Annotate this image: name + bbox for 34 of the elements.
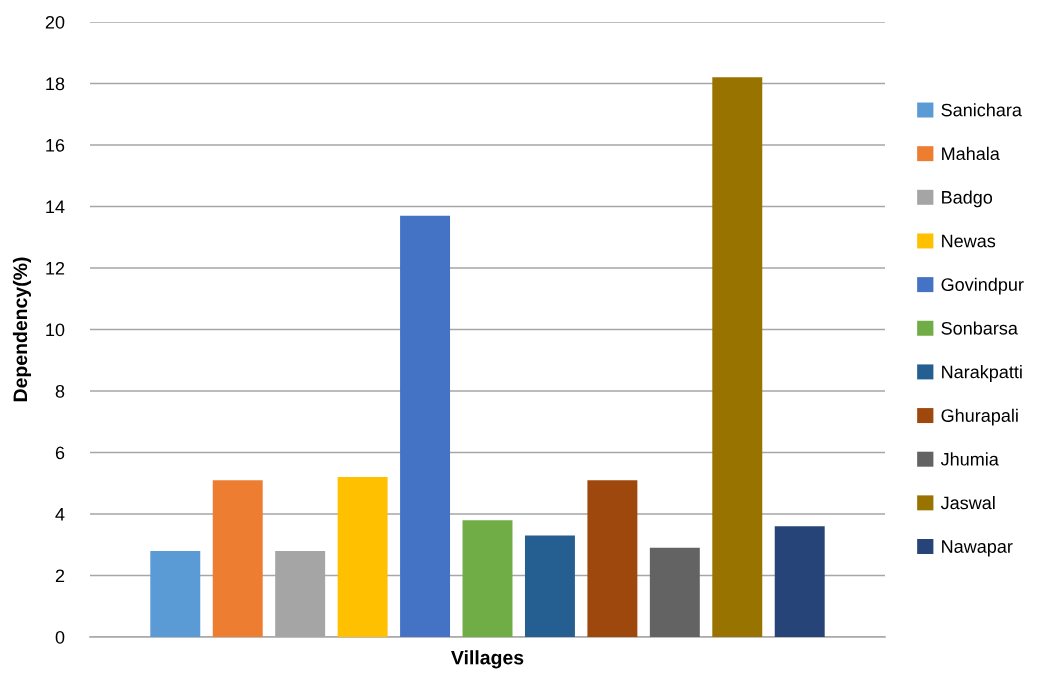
y-tick-label: 18	[46, 77, 65, 91]
legend-label: Sanichara	[941, 103, 1022, 117]
y-tick-label: 20	[45, 15, 65, 29]
bar	[774, 526, 825, 637]
y-tick-label: 0	[55, 630, 65, 644]
legend-label: Ghurapali	[941, 408, 1018, 426]
y-tick-label: 12	[46, 261, 65, 275]
y-tick-label: 8	[55, 384, 65, 398]
bar	[462, 520, 513, 637]
y-tick-label: 10	[46, 323, 65, 337]
legend-label: Jhumia	[940, 452, 999, 466]
legend-label: Sonbarsa	[941, 321, 1018, 335]
bar	[712, 77, 763, 637]
bar	[337, 477, 388, 637]
legend-label: Mahala	[942, 146, 1000, 161]
legend-label: Nawapar	[942, 540, 1013, 557]
y-axis-title: Dependency(%)	[12, 257, 32, 402]
bar	[587, 480, 638, 637]
legend-label: Narakpatti	[942, 365, 1022, 382]
legend-label: Jaswal	[940, 496, 995, 510]
legend-label: Govindpur	[941, 277, 1024, 295]
bar	[400, 215, 451, 637]
legend-label: Badgo	[942, 190, 993, 208]
bar	[649, 547, 700, 637]
legend-label: Newas	[942, 234, 996, 248]
y-tick-label: 14	[46, 200, 65, 214]
y-tick-label: 2	[55, 569, 65, 583]
y-tick-label: 4	[55, 508, 65, 521]
y-tick-label: 16	[46, 138, 65, 152]
x-axis-title: Villages	[451, 650, 524, 669]
bar	[150, 550, 201, 637]
bar	[524, 535, 575, 637]
bar	[212, 480, 263, 637]
y-tick-label: 6	[55, 446, 65, 460]
